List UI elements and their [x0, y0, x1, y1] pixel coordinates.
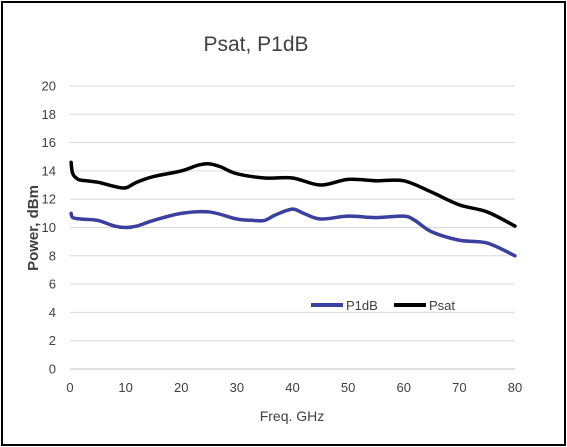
x-tick-label: 40: [285, 380, 299, 395]
x-tick-label: 50: [341, 380, 355, 395]
y-tick-label: 8: [49, 248, 56, 263]
chart-title: Psat, P1dB: [203, 33, 308, 56]
axes: 0 2 4 6 8 10 12 14 16 18 20 0 10 20 30 40 50 60 70 80: [42, 79, 523, 396]
y-tick-label: 20: [42, 79, 56, 94]
y-tick-label: 18: [42, 107, 56, 122]
x-tick-label: 70: [452, 380, 466, 395]
legend: P1dB Psat: [311, 298, 455, 313]
y-axis-label: Power, dBm: [25, 185, 42, 271]
y-tick-label: 10: [42, 220, 56, 235]
x-tick-label: 60: [397, 380, 411, 395]
y-tick-label: 12: [42, 192, 56, 207]
y-tick-label: 14: [42, 163, 56, 178]
series-line-psat: [69, 160, 517, 228]
gridlines: [70, 85, 515, 342]
x-tick-label: 20: [174, 380, 188, 395]
x-tick-label: 10: [118, 380, 132, 395]
legend-label-p1db: P1dB: [346, 298, 378, 313]
x-tick-label: 30: [230, 380, 244, 395]
series-line-p1db: [69, 207, 517, 258]
y-tick-label: 6: [49, 277, 56, 292]
y-tick-label: 0: [49, 362, 56, 377]
y-tick-label: 16: [42, 135, 56, 150]
series-lines: [69, 160, 517, 258]
legend-label-psat: Psat: [429, 298, 455, 313]
y-tick-label: 2: [49, 333, 56, 348]
x-tick-label: 0: [66, 380, 73, 395]
x-tick-label: 80: [508, 380, 522, 395]
y-tick-label: 4: [49, 305, 56, 320]
x-axis-label: Freq. GHz: [260, 408, 325, 424]
